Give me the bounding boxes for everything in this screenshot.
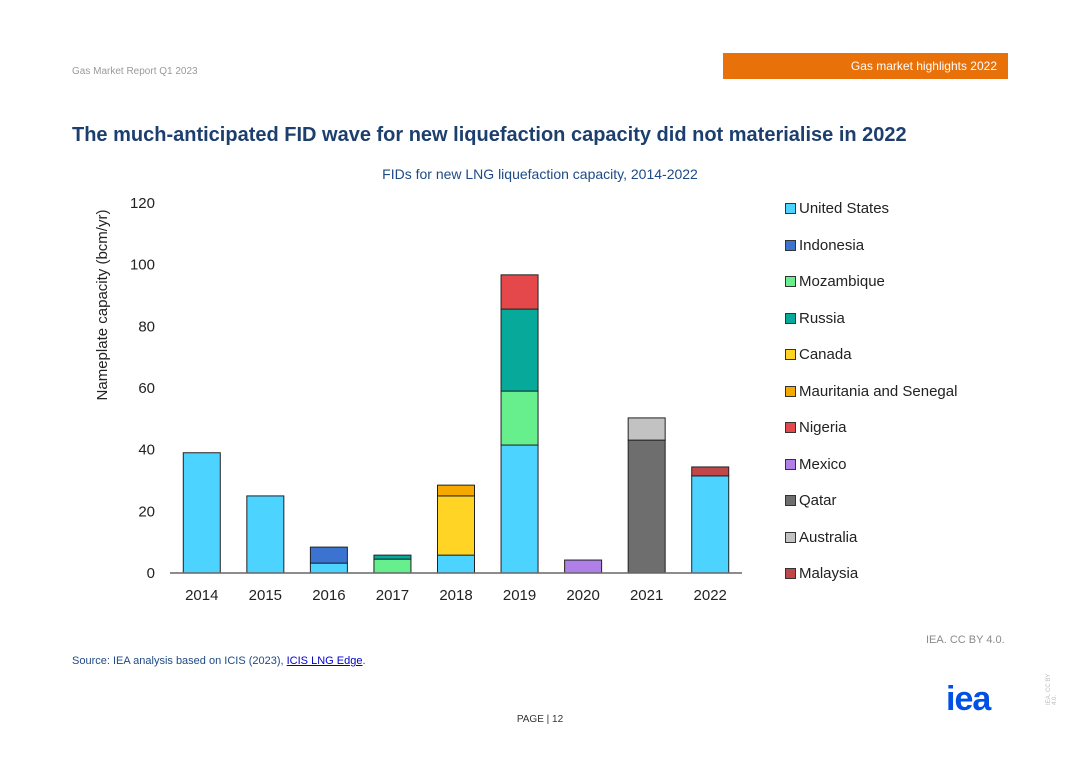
bar-segment-nigeria-2019 bbox=[500, 274, 539, 310]
x-tick-label: 2020 bbox=[566, 587, 599, 604]
source-text: Source: IEA analysis based on ICIS (2023… bbox=[72, 655, 287, 667]
y-tick-label: 60 bbox=[138, 380, 155, 397]
bar-segment-australia-2021 bbox=[627, 417, 666, 441]
bar-segment-united-states-2015 bbox=[246, 495, 285, 574]
legend-item: Malaysia bbox=[785, 565, 858, 582]
legend-label: Mauritania and Senegal bbox=[799, 382, 958, 400]
y-tick-label: 0 bbox=[147, 565, 155, 582]
legend-swatch bbox=[785, 276, 796, 287]
source-suffix: . bbox=[362, 655, 366, 667]
legend-label: United States bbox=[799, 200, 890, 217]
x-tick-label: 2015 bbox=[249, 587, 282, 604]
x-tick-label: 2022 bbox=[694, 587, 727, 604]
chart-title: FIDs for new LNG liquefaction capacity, … bbox=[382, 166, 698, 182]
x-tick-label: 2019 bbox=[503, 587, 536, 604]
x-tick-label: 2018 bbox=[439, 587, 472, 604]
y-axis-label: Nameplate capacity (bcm/yr) bbox=[94, 210, 111, 401]
legend-swatch bbox=[785, 422, 796, 433]
bar-segment-united-states-2018 bbox=[437, 554, 475, 574]
chart-credit: IEA. CC BY 4.0. bbox=[926, 634, 1005, 646]
legend-item: Mexico bbox=[785, 456, 847, 473]
source-note: Source: IEA analysis based on ICIS (2023… bbox=[72, 655, 366, 667]
legend-label: Malaysia bbox=[799, 565, 859, 582]
x-tick-label: 2017 bbox=[376, 587, 409, 604]
legend-swatch bbox=[785, 239, 796, 251]
legend-label: Mozambique bbox=[799, 273, 885, 290]
y-tick-label: 120 bbox=[130, 195, 155, 212]
bar-segment-russia-2017 bbox=[373, 554, 412, 560]
legend-swatch bbox=[785, 568, 796, 579]
legend-label: Australia bbox=[799, 528, 858, 546]
bar-segment-mozambique-2017 bbox=[373, 558, 412, 574]
bar-segment-united-states-2022 bbox=[691, 475, 730, 574]
legend-item: United States bbox=[785, 200, 889, 217]
bar-segment-russia-2019 bbox=[500, 308, 539, 392]
legend-swatch bbox=[785, 385, 796, 397]
bar-segment-united-states-2016 bbox=[309, 562, 348, 574]
x-tick-label: 2021 bbox=[630, 587, 663, 604]
legend-label: Mexico bbox=[799, 455, 847, 473]
iea-logo: iea bbox=[946, 680, 991, 718]
legend-swatch bbox=[785, 458, 796, 470]
page-title: The much-anticipated FID wave for new li… bbox=[72, 124, 907, 146]
legend-swatch bbox=[785, 531, 796, 543]
bar-segment-united-states-2014 bbox=[182, 452, 221, 574]
y-tick-label: 100 bbox=[130, 257, 155, 274]
legend-swatch bbox=[785, 495, 796, 506]
legend-item: Mauritania and Senegal bbox=[785, 383, 957, 400]
legend-item: Russia bbox=[785, 310, 845, 327]
x-tick-label: 2014 bbox=[185, 587, 218, 604]
legend-item: Nigeria bbox=[785, 419, 847, 436]
bar-segment-mozambique-2019 bbox=[500, 390, 539, 446]
legend-item: Qatar bbox=[785, 492, 837, 509]
legend-item: Canada bbox=[785, 346, 852, 363]
y-tick-label: 80 bbox=[138, 318, 155, 335]
legend-swatch bbox=[785, 312, 796, 324]
vertical-credit: IEA. CC BY 4.0. bbox=[1046, 673, 1058, 705]
legend-swatch bbox=[785, 349, 796, 360]
bar-segment-mauritania-and-senegal-2018 bbox=[437, 484, 475, 497]
legend-label: Russia bbox=[799, 309, 845, 327]
report-name: Gas Market Report Q1 2023 bbox=[72, 66, 198, 77]
legend-label: Canada bbox=[799, 346, 852, 363]
legend-label: Qatar bbox=[799, 492, 837, 509]
bar-segment-mexico-2020 bbox=[564, 559, 603, 574]
page-number: PAGE | 12 bbox=[516, 714, 564, 725]
source-link[interactable]: ICIS LNG Edge bbox=[286, 655, 363, 667]
bar-segment-canada-2018 bbox=[437, 495, 475, 556]
y-tick-label: 40 bbox=[138, 442, 155, 459]
legend-label: Indonesia bbox=[799, 236, 865, 254]
x-tick-label: 2016 bbox=[312, 587, 345, 604]
legend-label: Nigeria bbox=[799, 419, 847, 436]
bar-segment-indonesia-2016 bbox=[309, 546, 348, 564]
section-banner: Gas market highlights 2022 bbox=[723, 53, 1008, 79]
bar-segment-united-states-2019 bbox=[500, 444, 539, 574]
legend-item: Australia bbox=[785, 529, 857, 546]
y-tick-label: 20 bbox=[138, 503, 155, 520]
bar-segment-qatar-2021 bbox=[627, 439, 666, 574]
bar-segment-malaysia-2022 bbox=[691, 466, 730, 477]
legend-swatch bbox=[785, 203, 796, 214]
legend-item: Mozambique bbox=[785, 273, 885, 290]
legend-item: Indonesia bbox=[785, 237, 864, 254]
